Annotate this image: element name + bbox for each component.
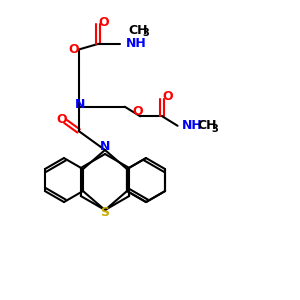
Text: O: O (132, 105, 142, 118)
Text: CH: CH (197, 119, 217, 132)
Text: O: O (68, 43, 79, 56)
Text: O: O (98, 16, 109, 28)
Text: N: N (74, 98, 85, 111)
Text: O: O (162, 90, 172, 103)
Text: CH: CH (128, 24, 148, 37)
Text: S: S (100, 206, 109, 219)
Text: O: O (56, 113, 67, 126)
Text: 3: 3 (142, 28, 149, 38)
Text: 3: 3 (212, 124, 219, 134)
Text: N: N (100, 140, 110, 154)
Text: NH: NH (125, 37, 146, 50)
Text: NH: NH (182, 119, 202, 132)
